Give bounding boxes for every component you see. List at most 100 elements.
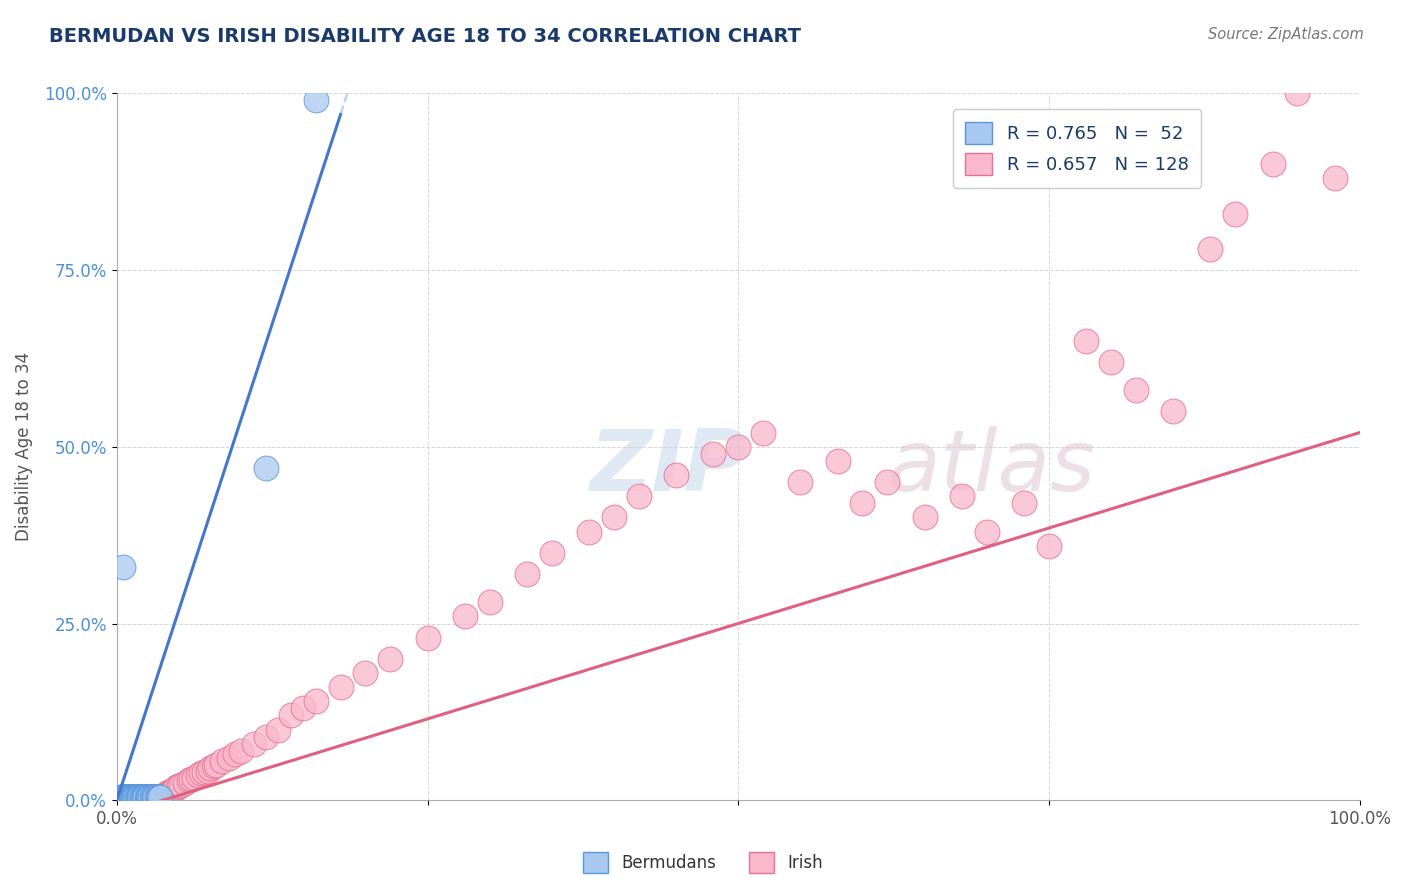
Point bbox=[702, 447, 724, 461]
Point bbox=[146, 789, 169, 804]
Point bbox=[1125, 383, 1147, 397]
Point bbox=[111, 789, 134, 804]
Point bbox=[114, 789, 136, 804]
Point bbox=[155, 786, 177, 800]
Point bbox=[752, 425, 775, 440]
Point bbox=[129, 789, 152, 804]
Point bbox=[1161, 404, 1184, 418]
Point bbox=[112, 789, 135, 804]
Point bbox=[115, 789, 138, 804]
Point bbox=[125, 789, 148, 804]
Point bbox=[124, 789, 146, 804]
Point bbox=[120, 789, 142, 804]
Text: ZIP: ZIP bbox=[589, 426, 747, 509]
Point bbox=[117, 789, 139, 804]
Point bbox=[120, 789, 142, 804]
Point bbox=[131, 789, 153, 804]
Point bbox=[112, 789, 135, 804]
Point bbox=[143, 789, 166, 804]
Point bbox=[665, 468, 688, 483]
Point bbox=[118, 789, 141, 804]
Point bbox=[132, 789, 155, 804]
Point bbox=[131, 789, 153, 804]
Point bbox=[148, 789, 170, 804]
Point bbox=[187, 768, 209, 782]
Point bbox=[110, 789, 132, 804]
Point bbox=[112, 789, 135, 804]
Point bbox=[152, 789, 174, 804]
Point bbox=[136, 789, 159, 804]
Point bbox=[142, 789, 165, 804]
Point bbox=[136, 789, 159, 804]
Point bbox=[149, 789, 172, 804]
Point bbox=[141, 789, 163, 804]
Point bbox=[128, 789, 150, 804]
Point bbox=[155, 786, 177, 800]
Point bbox=[117, 789, 139, 804]
Point bbox=[143, 789, 166, 804]
Point bbox=[229, 744, 252, 758]
Point bbox=[121, 789, 143, 804]
Point bbox=[121, 789, 143, 804]
Point bbox=[578, 524, 600, 539]
Point bbox=[1323, 171, 1346, 186]
Point bbox=[141, 789, 163, 804]
Point bbox=[138, 789, 160, 804]
Point bbox=[1286, 87, 1309, 101]
Point bbox=[305, 694, 328, 708]
Point bbox=[146, 789, 169, 804]
Point bbox=[121, 789, 143, 804]
Point bbox=[149, 789, 172, 804]
Point bbox=[292, 701, 315, 715]
Point bbox=[190, 766, 212, 780]
Point bbox=[118, 789, 141, 804]
Point bbox=[115, 789, 138, 804]
Y-axis label: Disability Age 18 to 34: Disability Age 18 to 34 bbox=[15, 352, 32, 541]
Text: BERMUDAN VS IRISH DISABILITY AGE 18 TO 34 CORRELATION CHART: BERMUDAN VS IRISH DISABILITY AGE 18 TO 3… bbox=[49, 27, 801, 45]
Point bbox=[180, 772, 202, 786]
Point bbox=[202, 759, 225, 773]
Point bbox=[122, 789, 145, 804]
Point bbox=[114, 789, 136, 804]
Point bbox=[143, 789, 166, 804]
Point bbox=[139, 789, 162, 804]
Point bbox=[120, 789, 142, 804]
Point bbox=[128, 789, 150, 804]
Point bbox=[112, 789, 135, 804]
Point bbox=[1012, 496, 1035, 510]
Point bbox=[134, 789, 156, 804]
Legend: R = 0.765   N =  52, R = 0.657   N = 128: R = 0.765 N = 52, R = 0.657 N = 128 bbox=[953, 110, 1201, 188]
Point bbox=[145, 789, 167, 804]
Point bbox=[135, 789, 157, 804]
Point bbox=[143, 789, 166, 804]
Point bbox=[139, 789, 162, 804]
Point bbox=[380, 652, 402, 666]
Point bbox=[827, 454, 849, 468]
Point bbox=[354, 665, 377, 680]
Point bbox=[114, 789, 136, 804]
Point bbox=[149, 789, 172, 804]
Point bbox=[127, 789, 149, 804]
Point bbox=[127, 789, 149, 804]
Point bbox=[197, 764, 219, 778]
Point bbox=[129, 789, 152, 804]
Point bbox=[112, 789, 135, 804]
Point bbox=[224, 747, 246, 762]
Point bbox=[976, 524, 998, 539]
Point bbox=[157, 785, 180, 799]
Point bbox=[162, 782, 184, 797]
Point bbox=[280, 708, 302, 723]
Point bbox=[132, 789, 155, 804]
Point bbox=[1199, 242, 1222, 256]
Point bbox=[177, 773, 200, 788]
Point bbox=[134, 789, 156, 804]
Point bbox=[1038, 539, 1060, 553]
Point bbox=[159, 785, 181, 799]
Point bbox=[114, 789, 136, 804]
Point bbox=[727, 440, 749, 454]
Point bbox=[145, 789, 167, 804]
Point bbox=[134, 789, 156, 804]
Point bbox=[135, 789, 157, 804]
Point bbox=[166, 780, 188, 795]
Point bbox=[153, 789, 176, 804]
